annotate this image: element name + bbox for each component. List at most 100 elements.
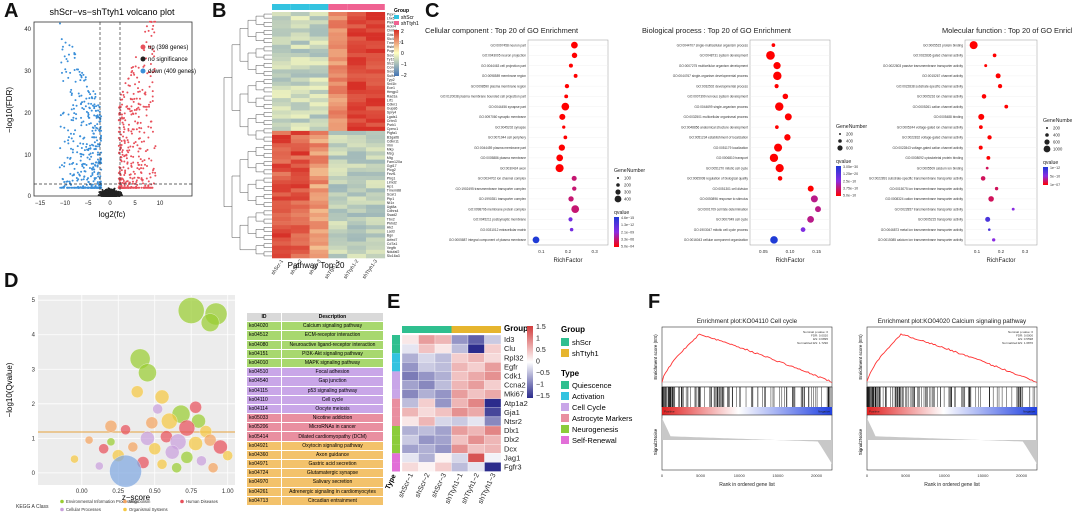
heatmap-cell <box>290 85 310 91</box>
volcano-point-up <box>123 112 126 115</box>
heatmap-gene-label: Clmb1 <box>387 29 397 33</box>
dendrogram-branch <box>263 235 272 240</box>
group-bar-cell <box>272 4 291 10</box>
legend-shscr-swatch <box>394 15 399 19</box>
heatmap-cell <box>290 114 310 119</box>
type-legend-swatch <box>561 425 569 433</box>
go-term-label: GO:0015075 ion transmembrane transporter… <box>889 187 963 191</box>
type-annotation-cell <box>392 398 400 408</box>
volcano-point-up <box>133 186 136 189</box>
marker-heatmap-cell <box>418 398 436 408</box>
volcano-point-up <box>117 172 120 175</box>
dendrogram-branch <box>255 81 264 91</box>
dendrogram-branch <box>255 212 264 222</box>
volcano-point-down <box>80 186 83 189</box>
heatmap-cell <box>366 221 386 226</box>
volcano-point-ns <box>115 194 118 197</box>
heatmap-cell <box>272 65 292 70</box>
volcano-point-up <box>138 80 141 83</box>
marker-gene-label: Dlx2 <box>504 435 519 444</box>
go-dot <box>572 186 577 191</box>
heatmap-cell <box>272 20 292 25</box>
volcano-point-down <box>59 114 62 117</box>
heatmap-cell <box>309 192 329 197</box>
marker-heatmap-cell <box>401 453 419 463</box>
dendrogram-branch <box>263 95 272 101</box>
heatmap-cell <box>290 143 310 148</box>
heatmap-cell <box>272 89 292 95</box>
heatmap-cell <box>309 225 329 230</box>
heatmap-cell <box>272 221 292 226</box>
heatmap-cell <box>328 200 348 205</box>
volcano-point-up <box>120 160 123 163</box>
kegg-bubble <box>207 462 219 473</box>
heatmap-cell <box>366 253 386 259</box>
heatmap-cell <box>347 48 367 54</box>
dendrogram-branch <box>263 153 272 158</box>
table-cell-id: ko04724 <box>246 468 282 479</box>
heatmap-gene-label: Lgals1 <box>387 115 398 119</box>
volcano-point-up <box>124 119 127 122</box>
heatmap-cell <box>328 94 348 99</box>
volcano-point-down <box>97 171 100 174</box>
volcano-point-ns <box>108 189 111 192</box>
volcano-point-down <box>75 68 78 71</box>
marker-heatmap-cell <box>484 398 502 408</box>
heatmap-cell <box>347 85 367 91</box>
volcano-point-up <box>153 55 156 58</box>
heatmap-cell <box>366 163 386 169</box>
heatmap-cell <box>290 61 310 66</box>
volcano-point-down <box>82 153 85 156</box>
heatmap-cell <box>290 98 310 103</box>
heatmap-cell <box>272 192 292 197</box>
heatmap-cell <box>309 32 329 37</box>
volcano-point-down <box>73 56 76 59</box>
go-dot <box>777 176 783 181</box>
go-size-legend-dot <box>1044 139 1050 145</box>
volcano-point-down <box>89 122 92 125</box>
volcano-point-down <box>96 114 99 117</box>
heatmap-cell <box>290 24 310 29</box>
marker-gene-label: Dlx1 <box>504 426 519 435</box>
heatmap-cell <box>328 118 348 123</box>
volcano-point-up <box>127 129 130 132</box>
heatmap-cell <box>290 106 310 111</box>
heatmap-gene-label: Hp1 <box>387 184 394 188</box>
go-dot <box>782 93 789 100</box>
volcano-point-up <box>123 95 126 98</box>
go-xlabel: RichFactor <box>986 258 1015 264</box>
heatmap-cell <box>309 57 329 62</box>
go-mf-title: Molecular function : Top 20 of GO Enrich… <box>942 26 1072 35</box>
volcano-point-up <box>120 140 123 143</box>
heatmap-cell <box>366 184 386 189</box>
volcano-point-up <box>121 186 124 189</box>
bubble-legend-label: Cellular Processes <box>66 507 101 512</box>
type-annotation-cell <box>392 426 400 436</box>
volcano-point-down <box>81 71 84 74</box>
go-term-label: GO:0034702 ion channel complex <box>478 177 527 181</box>
volcano-point-down <box>95 161 98 164</box>
kegg-bubble <box>161 412 178 430</box>
group-bar-cell <box>347 4 366 10</box>
heatmap-gene-label: Limd2 <box>387 180 397 184</box>
bubble-legend-label: Metabolism <box>129 499 151 504</box>
go-qvalue-tick: 1.25e−20 <box>843 172 858 176</box>
go-qvalue-title: qvalue <box>836 159 851 165</box>
volcano-point-down <box>93 170 96 173</box>
heatmap-cell <box>309 249 329 255</box>
volcano-point-down <box>93 103 96 106</box>
heatmap-gene-label: Nt1x <box>387 201 395 205</box>
heatmap-cell <box>290 192 310 197</box>
volcano-point-down <box>91 136 94 139</box>
go-term-label: GO:0022838 substrate-specific channel ac… <box>896 84 963 88</box>
go-term-label: GO:0051270 mitotic cell cycle <box>706 166 748 170</box>
volcano-point-up <box>124 169 127 172</box>
volcano-point-up <box>147 125 150 128</box>
table-cell-description: Nicotine addiction <box>281 413 384 424</box>
dendrogram-branch <box>263 54 272 60</box>
volcano-point-down <box>81 165 84 168</box>
go-size-legend-label: 200 <box>624 183 632 188</box>
heatmap-cell <box>290 40 310 46</box>
heatmap-cell <box>366 110 386 115</box>
heatmap-cell <box>272 159 292 164</box>
